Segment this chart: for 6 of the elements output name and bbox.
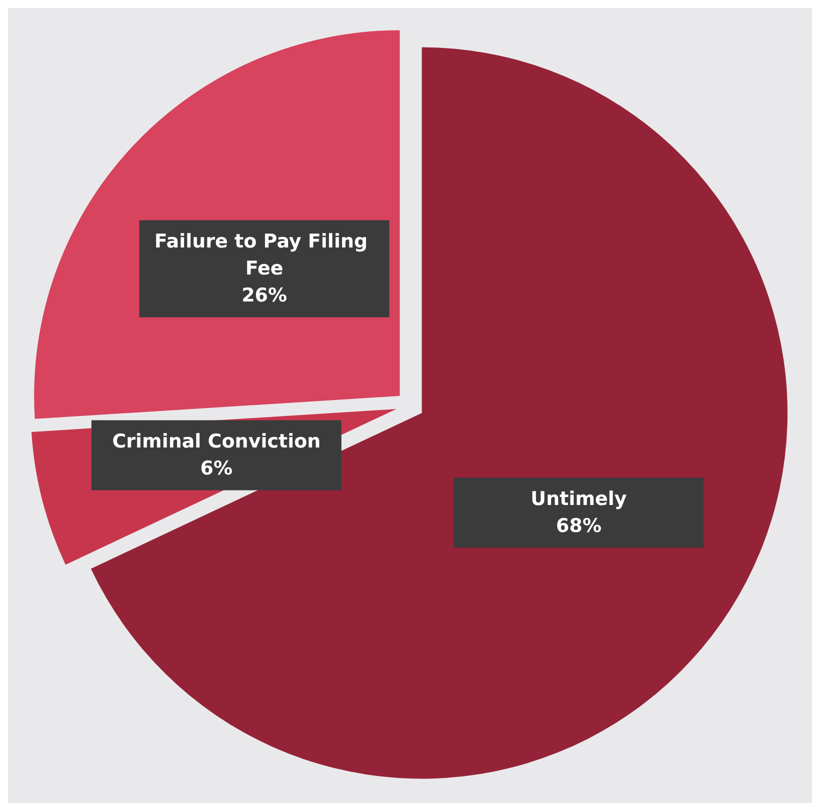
data-label: 26%: [242, 284, 288, 307]
slice-label: Untimely: [530, 488, 628, 510]
data-label: 6%: [200, 458, 233, 480]
slice-label: Failure to Pay Filing Fee: [154, 230, 374, 280]
data-label: 68%: [556, 515, 602, 538]
slice-label: Criminal Conviction: [112, 430, 321, 453]
